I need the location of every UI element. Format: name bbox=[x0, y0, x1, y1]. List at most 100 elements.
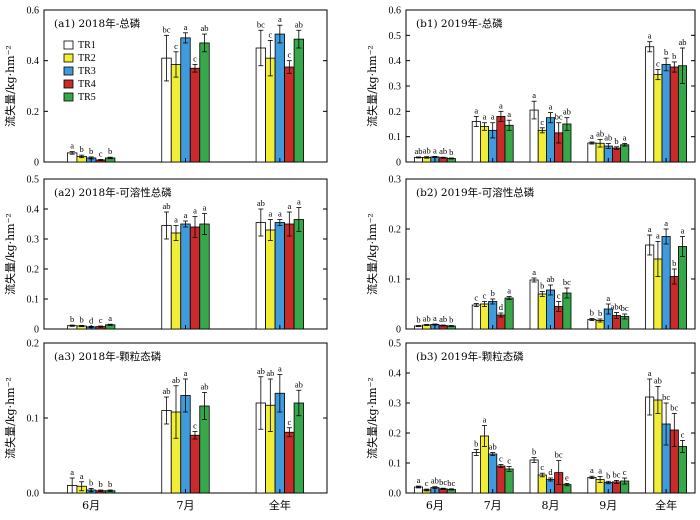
significance-letter: a bbox=[297, 197, 301, 207]
significance-letter: a bbox=[417, 475, 421, 485]
bar-TR4-7月 bbox=[189, 67, 201, 163]
significance-letter: ab bbox=[295, 19, 303, 29]
significance-letter: c bbox=[99, 148, 103, 158]
significance-letter: a bbox=[184, 368, 188, 378]
bar-TR1-7月 bbox=[161, 225, 172, 330]
significance-letter: ab bbox=[200, 23, 208, 33]
y-tick-label: 0.3 bbox=[389, 175, 402, 186]
bar-TR1-全年 bbox=[255, 222, 266, 330]
significance-letter: ab bbox=[439, 146, 447, 156]
significance-letter: a bbox=[499, 100, 503, 110]
significance-letter: b bbox=[532, 447, 536, 457]
significance-letter: a bbox=[287, 201, 291, 211]
significance-letter: a bbox=[483, 112, 487, 122]
significance-letter: c bbox=[287, 417, 291, 427]
significance-letter: a bbox=[598, 466, 602, 476]
x-tick-label: 9月 bbox=[599, 499, 617, 512]
significance-letter: ab bbox=[423, 146, 431, 156]
significance-letter: c bbox=[174, 41, 178, 51]
significance-letter: bc bbox=[162, 24, 170, 34]
y-axis-label: 流失量/kg·hm⁻² bbox=[3, 45, 17, 127]
significance-letter: b bbox=[540, 281, 544, 291]
y-tick-label: 0.2 bbox=[27, 339, 40, 350]
x-tick-label: 7月 bbox=[177, 499, 195, 512]
bar-TR3-7月 bbox=[180, 37, 191, 163]
y-tick-label: 0.1 bbox=[389, 275, 402, 286]
significance-letter: c bbox=[623, 467, 627, 477]
significance-letter: a bbox=[184, 22, 188, 32]
significance-letter: a bbox=[433, 313, 437, 323]
significance-letter: a bbox=[648, 224, 652, 234]
y-axis-label: 流失量/kg·hm⁻² bbox=[3, 213, 17, 295]
significance-letter: c bbox=[540, 462, 544, 472]
bar-TR2-7月 bbox=[479, 126, 489, 163]
bar-TR2-8月 bbox=[537, 293, 547, 330]
significance-letter: ab bbox=[200, 382, 208, 392]
y-axis-label: 流失量/kg·hm⁻² bbox=[365, 213, 379, 295]
y-tick-label: 0.1 bbox=[27, 414, 40, 425]
legend: TR1 TR2 TR3 TR4 TR5 bbox=[63, 40, 96, 103]
bar-TR2-全年 bbox=[653, 399, 663, 494]
x-tick-label: 全年 bbox=[655, 498, 677, 512]
legend-swatch-TR4 bbox=[63, 79, 74, 89]
y-tick-label: 0 bbox=[396, 325, 401, 336]
significance-letter: ab bbox=[654, 376, 662, 386]
significance-letter: a bbox=[491, 112, 495, 122]
significance-letter: e bbox=[565, 472, 569, 482]
panel-title: (a2) 2018年-可溶性总磷 bbox=[54, 186, 172, 199]
significance-letter: b bbox=[672, 51, 676, 61]
significance-letter: c bbox=[656, 59, 660, 69]
bar-TR3-全年 bbox=[274, 222, 285, 330]
legend-swatch-TR3 bbox=[63, 66, 74, 76]
significance-letter: a bbox=[203, 203, 207, 213]
bar-TR1-7月 bbox=[471, 452, 481, 494]
legend-swatch-TR1 bbox=[63, 40, 74, 50]
bar-TR2-7月 bbox=[170, 232, 182, 330]
y-tick-label: 0.6 bbox=[27, 6, 40, 17]
x-tick-label: 6月 bbox=[426, 499, 444, 512]
x-tick-label: 6月 bbox=[82, 499, 100, 512]
y-tick-label: 0.4 bbox=[389, 56, 402, 67]
significance-letter: a bbox=[474, 105, 478, 115]
bar-TR3-全年 bbox=[661, 236, 671, 330]
significance-letter: a bbox=[648, 368, 652, 378]
significance-letter: a bbox=[70, 467, 74, 477]
y-tick-label: 0 bbox=[34, 325, 39, 336]
significance-letter: a bbox=[656, 231, 660, 241]
significance-letter: bc bbox=[257, 19, 265, 29]
significance-letter: ab bbox=[162, 201, 170, 211]
significance-letter: a bbox=[184, 210, 188, 220]
y-tick-label: 0.5 bbox=[27, 175, 40, 186]
significance-letter: ab bbox=[678, 37, 686, 47]
y-tick-label: 0.1 bbox=[27, 295, 40, 306]
y-tick-label: 0.0 bbox=[389, 489, 402, 500]
bar-TR3-8月 bbox=[546, 289, 556, 330]
bar-TR3-7月 bbox=[180, 223, 191, 330]
significance-letter: bc bbox=[612, 469, 620, 479]
y-tick-label: 0.3 bbox=[389, 399, 402, 410]
bar-TR5-7月 bbox=[199, 223, 210, 330]
significance-letter: abc bbox=[611, 302, 623, 312]
bar-TR5-7月 bbox=[504, 468, 514, 494]
bar-TR4-7月 bbox=[496, 465, 506, 494]
y-axis-label: 流失量/kg·hm⁻² bbox=[3, 377, 17, 459]
significance-letter: a bbox=[278, 364, 282, 374]
y-tick-label: 0.4 bbox=[27, 205, 40, 216]
significance-letter: a bbox=[278, 14, 282, 24]
significance-letter: ab bbox=[295, 379, 303, 389]
y-tick-label: 0.2 bbox=[389, 429, 402, 440]
significance-letter: c bbox=[425, 478, 429, 488]
panel-title: (b1) 2019年-总磷 bbox=[416, 17, 503, 30]
significance-letter: ab bbox=[546, 274, 554, 284]
significance-letter: c bbox=[193, 421, 197, 431]
bar-TR5-全年 bbox=[678, 446, 688, 494]
significance-letter: ab bbox=[257, 198, 265, 208]
significance-letter: a bbox=[268, 209, 272, 219]
significance-letter: b bbox=[474, 439, 478, 449]
significance-letter: a bbox=[549, 102, 553, 112]
bar-TR1-7月 bbox=[471, 121, 481, 163]
